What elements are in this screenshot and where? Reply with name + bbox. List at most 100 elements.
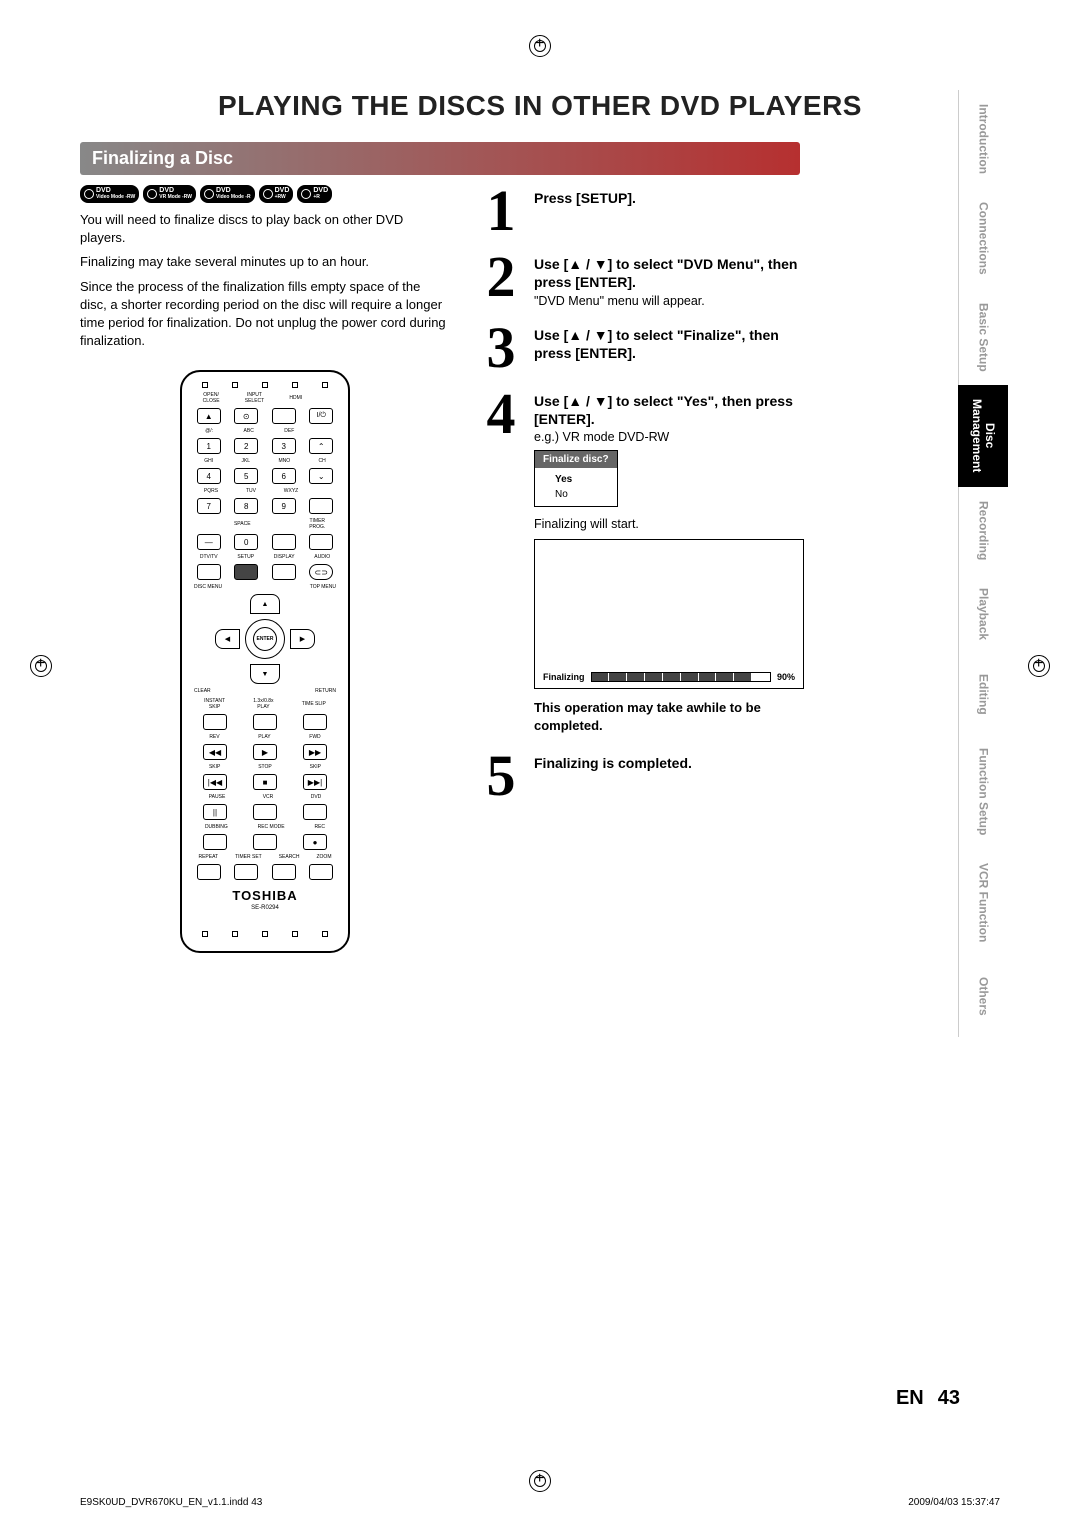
remote-label: SPACE <box>234 521 251 527</box>
disc-badge: DVDVideo Mode -RW <box>80 185 139 203</box>
remote-label: INPUTSELECT <box>245 392 264 404</box>
page-number: EN 43 <box>896 1387 960 1410</box>
step-instruction: Use [▲ / ▼] to select "Yes", then press … <box>534 392 820 428</box>
side-tab: VCR Function <box>958 849 1008 956</box>
right-column: 1Press [SETUP]. 2 Use [▲ / ▼] to select "D… <box>480 185 820 973</box>
remote-label: GHI <box>204 458 213 464</box>
page-content: PLAYING THE DISCS IN OTHER DVD PLAYERS F… <box>80 70 1000 1450</box>
section-header: Finalizing a Disc <box>80 142 800 175</box>
remote-button: ◀◀ <box>203 744 227 760</box>
intro-text: Finalizing may take several minutes up t… <box>80 253 450 271</box>
remote-button: ⌃ <box>309 438 333 454</box>
remote-label: @/: <box>205 428 213 434</box>
remote-button: ■ <box>253 774 277 790</box>
remote-button <box>272 408 296 424</box>
remote-button: ▲ <box>197 408 221 424</box>
remote-label: REC <box>314 824 325 830</box>
step-instruction: Use [▲ / ▼] to select "DVD Menu", then p… <box>534 255 820 291</box>
remote-button <box>272 534 296 550</box>
intro-text: Since the process of the finalization fi… <box>80 278 450 351</box>
side-tab: Basic Setup <box>958 289 1008 386</box>
step-number: 4 <box>480 388 522 440</box>
remote-button <box>253 834 277 850</box>
remote-button: ⌄ <box>309 468 333 484</box>
remote-label: SETUP <box>237 554 254 560</box>
disc-badge: DVDVR Mode -RW <box>143 185 196 203</box>
remote-label: CH <box>319 458 326 464</box>
instruction-step: 4 Use [▲ / ▼] to select "Yes", then press… <box>480 388 820 736</box>
side-tab: Others <box>958 957 1008 1037</box>
remote-button <box>309 498 333 514</box>
remote-button: 4 <box>197 468 221 484</box>
remote-label: WXYZ <box>284 488 298 494</box>
remote-dpad: ▲▼◀▶ ENTER <box>215 594 315 684</box>
remote-label: TOP MENU <box>310 584 336 590</box>
side-tab: Function Setup <box>958 734 1008 849</box>
remote-label: SKIP <box>310 764 321 770</box>
remote-label: REPEAT <box>198 854 218 860</box>
remote-button: 0 <box>234 534 258 550</box>
side-tab: DiscManagement <box>958 385 1008 486</box>
remote-label: TIMER SET <box>235 854 262 860</box>
remote-brand: TOSHIBA <box>190 888 340 903</box>
page-title: PLAYING THE DISCS IN OTHER DVD PLAYERS <box>80 90 1000 122</box>
side-tab: Recording <box>958 487 1008 574</box>
page-num-value: 43 <box>938 1387 960 1409</box>
remote-control-diagram: OPEN/CLOSEINPUTSELECTHDMI ▲⊙I/⏻ @/:ABCDE… <box>180 370 350 953</box>
remote-label: PAUSE <box>209 794 226 800</box>
step-number: 2 <box>480 251 522 303</box>
remote-label: DVD <box>311 794 322 800</box>
remote-label: HDMI <box>289 395 302 401</box>
remote-button: ▶▶ <box>303 744 327 760</box>
remote-label: DISPLAY <box>274 554 295 560</box>
step-subtext: "DVD Menu" menu will appear. <box>534 294 820 308</box>
side-tab: Editing <box>958 654 1008 734</box>
remote-button: 3 <box>272 438 296 454</box>
disc-format-badges: DVDVideo Mode -RWDVDVR Mode -RWDVDVideo … <box>80 185 450 203</box>
remote-label: SKIP <box>209 764 220 770</box>
disc-badge: DVDVideo Mode -R <box>200 185 255 203</box>
remote-label: REV <box>209 734 219 740</box>
left-column: DVDVideo Mode -RWDVDVR Mode -RWDVDVideo … <box>80 185 450 973</box>
step-instruction: Finalizing is completed. <box>534 754 820 772</box>
remote-label: VCR <box>263 794 274 800</box>
finalize-dialog: Finalize disc?YesNo <box>534 450 618 507</box>
remote-button <box>303 804 327 820</box>
step-number: 1 <box>480 185 522 237</box>
remote-button: ⊙ <box>234 408 258 424</box>
operation-note: This operation may take awhile to be com… <box>534 699 820 735</box>
instruction-step: 5Finalizing is completed. <box>480 750 820 802</box>
remote-button <box>309 534 333 550</box>
print-registration-mark <box>529 1470 551 1492</box>
step-subtext: Finalizing will start. <box>534 517 820 531</box>
remote-button: ▶ <box>253 744 277 760</box>
finalizing-progress-screen: Finalizing90% <box>534 539 804 689</box>
remote-button: I/⏻ <box>309 408 333 424</box>
intro-text: You will need to finalize discs to play … <box>80 211 450 247</box>
remote-label: AUDIO <box>314 554 330 560</box>
remote-label: REC MODE <box>258 824 285 830</box>
remote-label: DEF <box>284 428 294 434</box>
remote-label: DISC MENU <box>194 584 222 590</box>
remote-button: || <box>203 804 227 820</box>
remote-label: 1.3x/0.8xPLAY <box>253 698 273 710</box>
page-lang: EN <box>896 1387 924 1409</box>
instruction-step: 2 Use [▲ / ▼] to select "DVD Menu", then … <box>480 251 820 307</box>
remote-button <box>203 834 227 850</box>
footer-filename: E9SK0UD_DVR670KU_EN_v1.1.indd 43 <box>80 1497 262 1508</box>
step-number: 3 <box>480 322 522 374</box>
side-navigation-tabs: IntroductionConnectionsBasic SetupDiscMa… <box>958 90 1008 1037</box>
footer-timestamp: 2009/04/03 15:37:47 <box>908 1497 1000 1508</box>
remote-label: INSTANTSKIP <box>204 698 225 710</box>
remote-model: SE-R0294 <box>190 905 340 911</box>
remote-button: 9 <box>272 498 296 514</box>
remote-button: ▶▶| <box>303 774 327 790</box>
remote-label: PQRS <box>204 488 218 494</box>
remote-label: PLAY <box>258 734 270 740</box>
side-tab: Connections <box>958 188 1008 289</box>
instruction-step: 1Press [SETUP]. <box>480 185 820 237</box>
remote-button: — <box>197 534 221 550</box>
remote-button: ● <box>303 834 327 850</box>
print-registration-mark <box>1028 655 1050 677</box>
side-tab: Playback <box>958 574 1008 654</box>
